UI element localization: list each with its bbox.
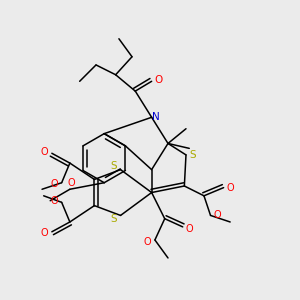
Text: O: O bbox=[185, 224, 193, 233]
Text: O: O bbox=[51, 179, 58, 189]
Text: S: S bbox=[190, 150, 196, 160]
Text: O: O bbox=[226, 183, 234, 193]
Text: O: O bbox=[51, 196, 58, 206]
Text: O: O bbox=[154, 75, 162, 85]
Text: O: O bbox=[41, 228, 49, 239]
Text: N: N bbox=[152, 112, 159, 122]
Text: S: S bbox=[111, 214, 117, 224]
Text: O: O bbox=[213, 210, 221, 220]
Text: O: O bbox=[68, 178, 75, 188]
Text: O: O bbox=[144, 237, 152, 247]
Text: S: S bbox=[111, 161, 117, 171]
Text: O: O bbox=[41, 147, 49, 157]
